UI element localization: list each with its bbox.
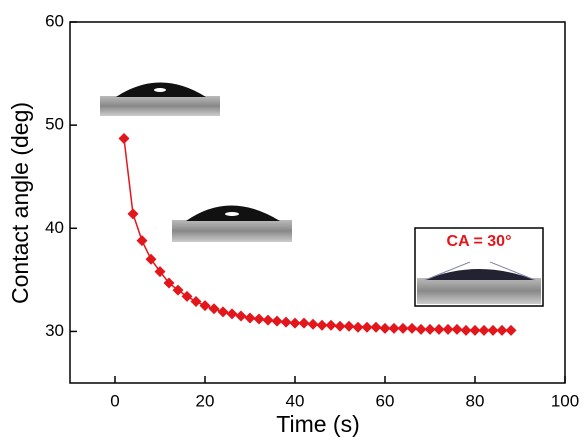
data-marker — [235, 310, 247, 322]
data-marker — [190, 296, 202, 308]
data-marker — [352, 321, 364, 333]
data-marker — [172, 284, 184, 296]
data-marker — [334, 320, 346, 332]
data-marker — [415, 323, 427, 335]
x-tick-label: 100 — [551, 391, 579, 410]
y-tick-label: 40 — [45, 218, 64, 237]
data-marker — [208, 303, 220, 315]
data-marker — [460, 324, 472, 336]
data-marker — [487, 324, 499, 336]
data-marker — [154, 266, 166, 278]
y-tick-label: 30 — [45, 321, 64, 340]
data-marker — [370, 321, 382, 333]
data-marker — [469, 324, 481, 336]
data-marker — [379, 322, 391, 334]
x-tick-label: 80 — [466, 391, 485, 410]
data-marker — [271, 315, 283, 327]
data-marker — [199, 300, 211, 312]
data-marker — [343, 320, 355, 332]
data-marker — [361, 321, 373, 333]
x-tick-label: 20 — [196, 391, 215, 410]
data-marker — [145, 253, 157, 265]
data-marker — [496, 324, 508, 336]
x-tick-label: 0 — [110, 391, 119, 410]
droplet-image — [100, 82, 220, 116]
data-marker — [289, 317, 301, 329]
data-marker — [118, 133, 130, 145]
x-tick-label: 60 — [376, 391, 395, 410]
data-marker — [325, 319, 337, 331]
annotation: CA = 30° — [447, 233, 512, 250]
droplet-image — [172, 205, 292, 242]
data-marker — [217, 306, 229, 318]
data-marker — [478, 324, 490, 336]
x-axis-label: Time (s) — [276, 411, 359, 437]
data-marker — [127, 208, 139, 220]
data-marker — [388, 322, 400, 334]
data-marker — [316, 319, 328, 331]
data-marker — [181, 290, 193, 302]
y-tick-label: 50 — [45, 115, 64, 134]
data-marker — [397, 322, 409, 334]
data-marker — [433, 323, 445, 335]
data-marker — [307, 318, 319, 330]
data-marker — [406, 322, 418, 334]
data-marker — [226, 308, 238, 320]
data-marker — [163, 277, 175, 289]
data-marker — [280, 316, 292, 328]
data-marker — [136, 235, 148, 247]
y-axis-label: Contact angle (deg) — [7, 102, 33, 304]
data-marker — [244, 312, 256, 324]
droplet-image: CA = 30° — [414, 227, 544, 307]
x-tick-label: 40 — [286, 391, 305, 410]
data-marker — [451, 323, 463, 335]
data-marker — [298, 317, 310, 329]
y-tick-label: 60 — [45, 11, 64, 30]
data-marker — [424, 323, 436, 335]
data-marker — [505, 324, 517, 336]
data-marker — [262, 314, 274, 326]
data-marker — [442, 323, 454, 335]
plot-frame — [69, 21, 566, 384]
data-marker — [253, 313, 265, 325]
